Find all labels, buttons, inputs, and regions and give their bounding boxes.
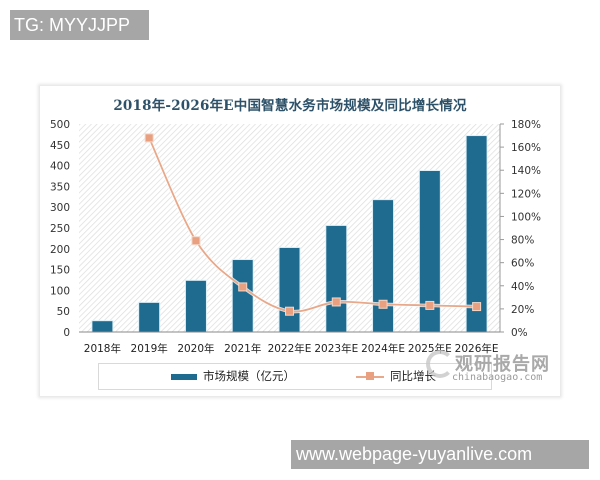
bar [466,136,487,332]
growth-line-series [144,133,482,316]
x-tick-label: 2019年 [131,342,168,355]
bar-swatch-icon [171,374,197,380]
right-tick-label: 40% [511,281,534,293]
right-axis: 0% 20% 40% 60% 80% 100% 120% 140% 160% 180% [500,119,541,339]
right-tick-label: 100% [511,211,541,223]
logo-text: 观研报告网 [455,354,550,375]
square-marker-icon [239,283,247,291]
square-marker-icon [286,307,293,315]
left-tick-label: 250 [50,223,70,235]
left-tick-label: 300 [50,202,70,214]
legend-item-market-size: 市场规模（亿元） [171,364,295,389]
left-tick-label: 350 [50,181,70,193]
bar [92,321,113,332]
left-tick-label: 150 [50,265,70,277]
logo-url: chinabaogao.com [452,372,543,383]
left-tick-label: 100 [50,285,70,297]
right-tick-label: 80% [511,235,534,247]
legend-label: 市场规模（亿元） [203,369,295,383]
right-tick-label: 120% [511,188,541,200]
right-tick-label: 180% [511,119,541,131]
square-marker-icon [332,298,340,306]
bar [232,260,253,332]
x-axis: 2018年 2019年 2020年 2021年 2022年E 2023年E 2024年E 20… [84,342,499,355]
square-marker-icon [426,301,434,309]
x-tick-label: 2021年 [224,342,261,355]
left-tick-label: 0 [63,327,70,339]
legend-label: 同比增长 [390,369,436,383]
right-tick-label: 160% [511,142,541,154]
bar [373,200,394,332]
square-marker-icon [145,134,153,142]
watermark-bottom: www.webpage-yuyanlive.com [291,440,589,469]
left-tick-label: 500 [50,119,70,131]
x-tick-label: 2026年E [455,342,499,355]
legend-item-growth: 同比增长 [356,364,436,389]
square-marker-icon [192,237,200,245]
square-marker-icon [379,300,387,308]
right-tick-label: 60% [511,258,534,270]
bar-series [91,135,488,332]
x-tick-label: 2023年E [314,342,358,355]
x-tick-label: 2020年 [177,342,214,355]
bar [419,171,440,332]
left-axis: 0 50 100 150 200 250 300 350 400 450 500 [50,119,70,339]
x-tick-label: 2024年E [361,342,405,355]
square-marker-icon [473,303,481,311]
watermark-top: TG: MYYJJPP [10,10,149,40]
bar [326,225,347,332]
bar [139,302,160,332]
left-tick-label: 400 [50,161,70,173]
right-tick-label: 140% [511,165,541,177]
left-tick-label: 200 [50,244,70,256]
bar [279,247,300,332]
x-tick-label: 2018年 [84,342,121,355]
right-tick-label: 20% [511,304,534,316]
bar [185,280,206,332]
left-tick-label: 450 [50,140,70,152]
x-tick-label: 2022年E [268,342,312,355]
logo-swirl-icon [426,350,454,378]
chart-title: 2018年-2026年E中国智慧水务市场规模及同比增长情况 [113,98,467,114]
square-marker-icon [366,372,374,380]
legend: 市场规模（亿元） 同比增长 [98,363,492,390]
right-tick-label: 0% [511,327,528,339]
left-tick-label: 50 [57,306,70,318]
